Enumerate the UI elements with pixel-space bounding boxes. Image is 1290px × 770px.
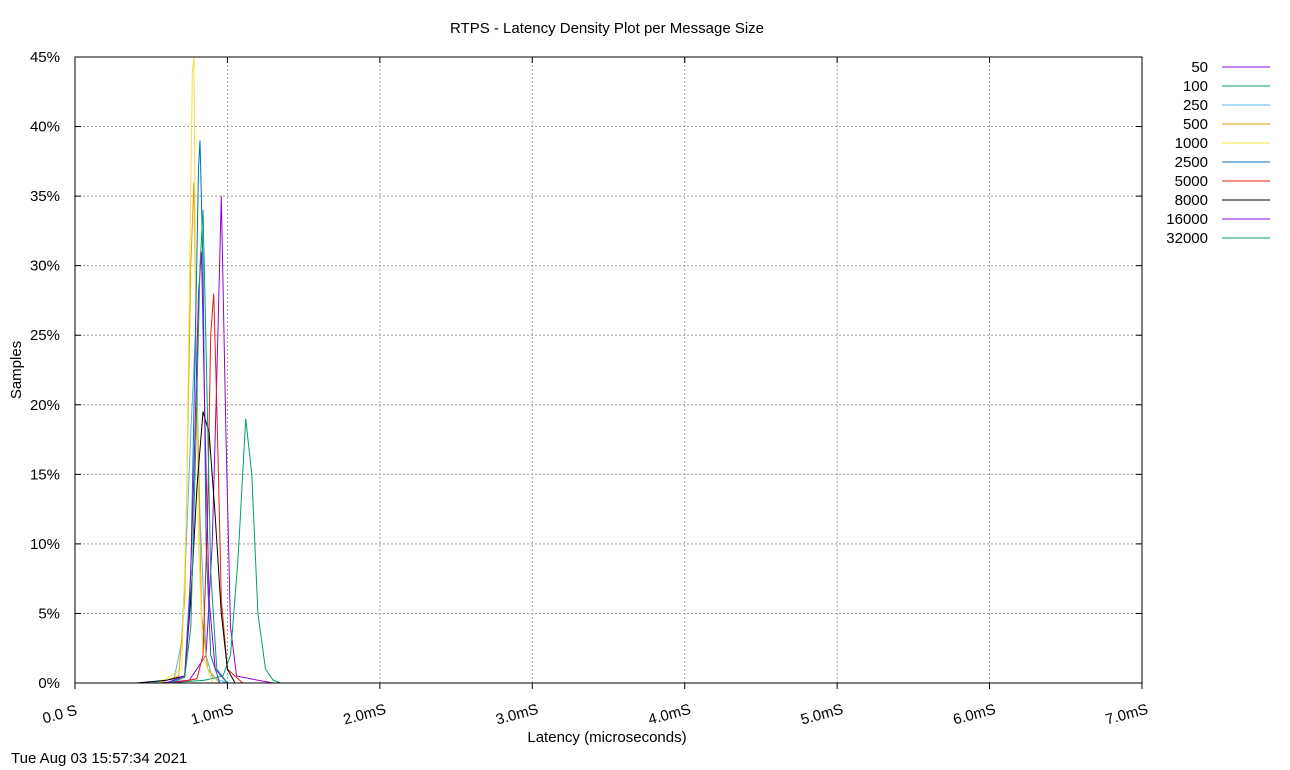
y-tick-label: 30% (30, 258, 60, 275)
axis-ticks (74, 56, 1143, 689)
y-tick-label: 5% (38, 605, 60, 622)
y-tick-labels: 0% 5% 10% 15% 20% 25% 30% 35% 40% 45% (30, 49, 60, 692)
y-tick-label: 0% (38, 675, 60, 692)
plot-area-border (74, 56, 1143, 684)
x-tick-label: 4.0mS (646, 701, 692, 729)
x-tick-label: 2.0mS (342, 701, 388, 729)
y-tick-label: 20% (30, 397, 60, 414)
legend: 50 100 250 500 1000 2500 5000 8000 16000 32000 (1166, 59, 1270, 247)
legend-label: 100 (1183, 78, 1208, 95)
series-line-500 (158, 182, 221, 684)
series-line-1000 (158, 56, 213, 684)
series-lines (135, 56, 281, 684)
y-tick-label: 35% (30, 188, 60, 205)
series-line-100 (166, 418, 281, 684)
x-tick-label: 0.0 S (41, 702, 79, 727)
y-axis-label: Samples (8, 341, 25, 399)
series-line-50 (158, 196, 274, 684)
chart-title: RTPS - Latency Density Plot per Message … (450, 20, 764, 37)
legend-label: 5000 (1175, 173, 1208, 190)
x-tick-label: 5.0mS (799, 701, 845, 729)
y-tick-label: 45% (30, 49, 60, 66)
legend-label: 16000 (1166, 211, 1208, 228)
series-line-250 (151, 335, 228, 684)
series-line-8000 (135, 411, 236, 684)
x-axis-label: Latency (microseconds) (527, 729, 686, 746)
legend-label: 50 (1191, 59, 1208, 76)
x-tick-label: 3.0mS (494, 701, 540, 729)
x-tick-label: 7.0mS (1104, 701, 1150, 729)
x-tick-label: 6.0mS (951, 701, 997, 729)
grid-lines (75, 57, 1142, 683)
y-tick-label: 25% (30, 327, 60, 344)
series-line-32000 (169, 209, 228, 684)
series-line-5000 (174, 293, 244, 684)
legend-label: 500 (1183, 116, 1208, 133)
x-tick-label: 1.0mS (189, 701, 235, 729)
y-tick-label: 15% (30, 466, 60, 483)
legend-label: 1000 (1175, 135, 1208, 152)
y-tick-label: 40% (30, 119, 60, 136)
legend-label: 8000 (1175, 192, 1208, 209)
legend-label: 2500 (1175, 154, 1208, 171)
x-tick-labels: 0.0 S 1.0mS 2.0mS 3.0mS 4.0mS 5.0mS 6.0mS 7.0mS (41, 701, 1150, 729)
legend-label: 32000 (1166, 230, 1208, 247)
footer-timestamp: Tue Aug 03 15:57:34 2021 (11, 750, 188, 767)
legend-label: 250 (1183, 97, 1208, 114)
y-tick-label: 10% (30, 536, 60, 553)
series-line-2500 (166, 140, 221, 684)
